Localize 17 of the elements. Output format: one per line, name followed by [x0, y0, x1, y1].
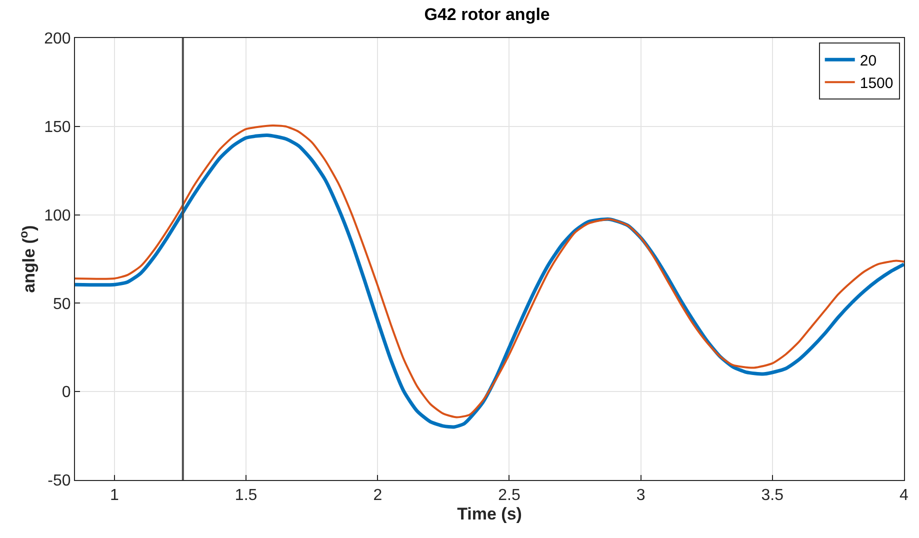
y-tick-label: -50 — [48, 472, 71, 490]
y-tick-label: 200 — [44, 30, 71, 48]
x-axis-title: Time (s) — [457, 504, 522, 524]
x-tick-label: 2 — [373, 487, 382, 504]
x-tick-label: 1.5 — [234, 487, 258, 504]
legend-label: 1500 — [860, 75, 894, 92]
y-tick-label: 0 — [62, 384, 71, 402]
chart-title: G42 rotor angle — [424, 4, 550, 24]
y-tick-label: 100 — [44, 207, 71, 224]
x-tick-label: 3.5 — [761, 487, 784, 504]
x-tick-label: 2.5 — [498, 487, 520, 504]
x-tick-label: 4 — [900, 487, 909, 504]
x-tick-label: 1 — [110, 487, 120, 504]
legend-label: 20 — [860, 52, 877, 70]
y-tick-label: 150 — [44, 119, 71, 136]
x-tick-label: 3 — [636, 487, 646, 504]
y-tick-label: 50 — [53, 296, 71, 313]
